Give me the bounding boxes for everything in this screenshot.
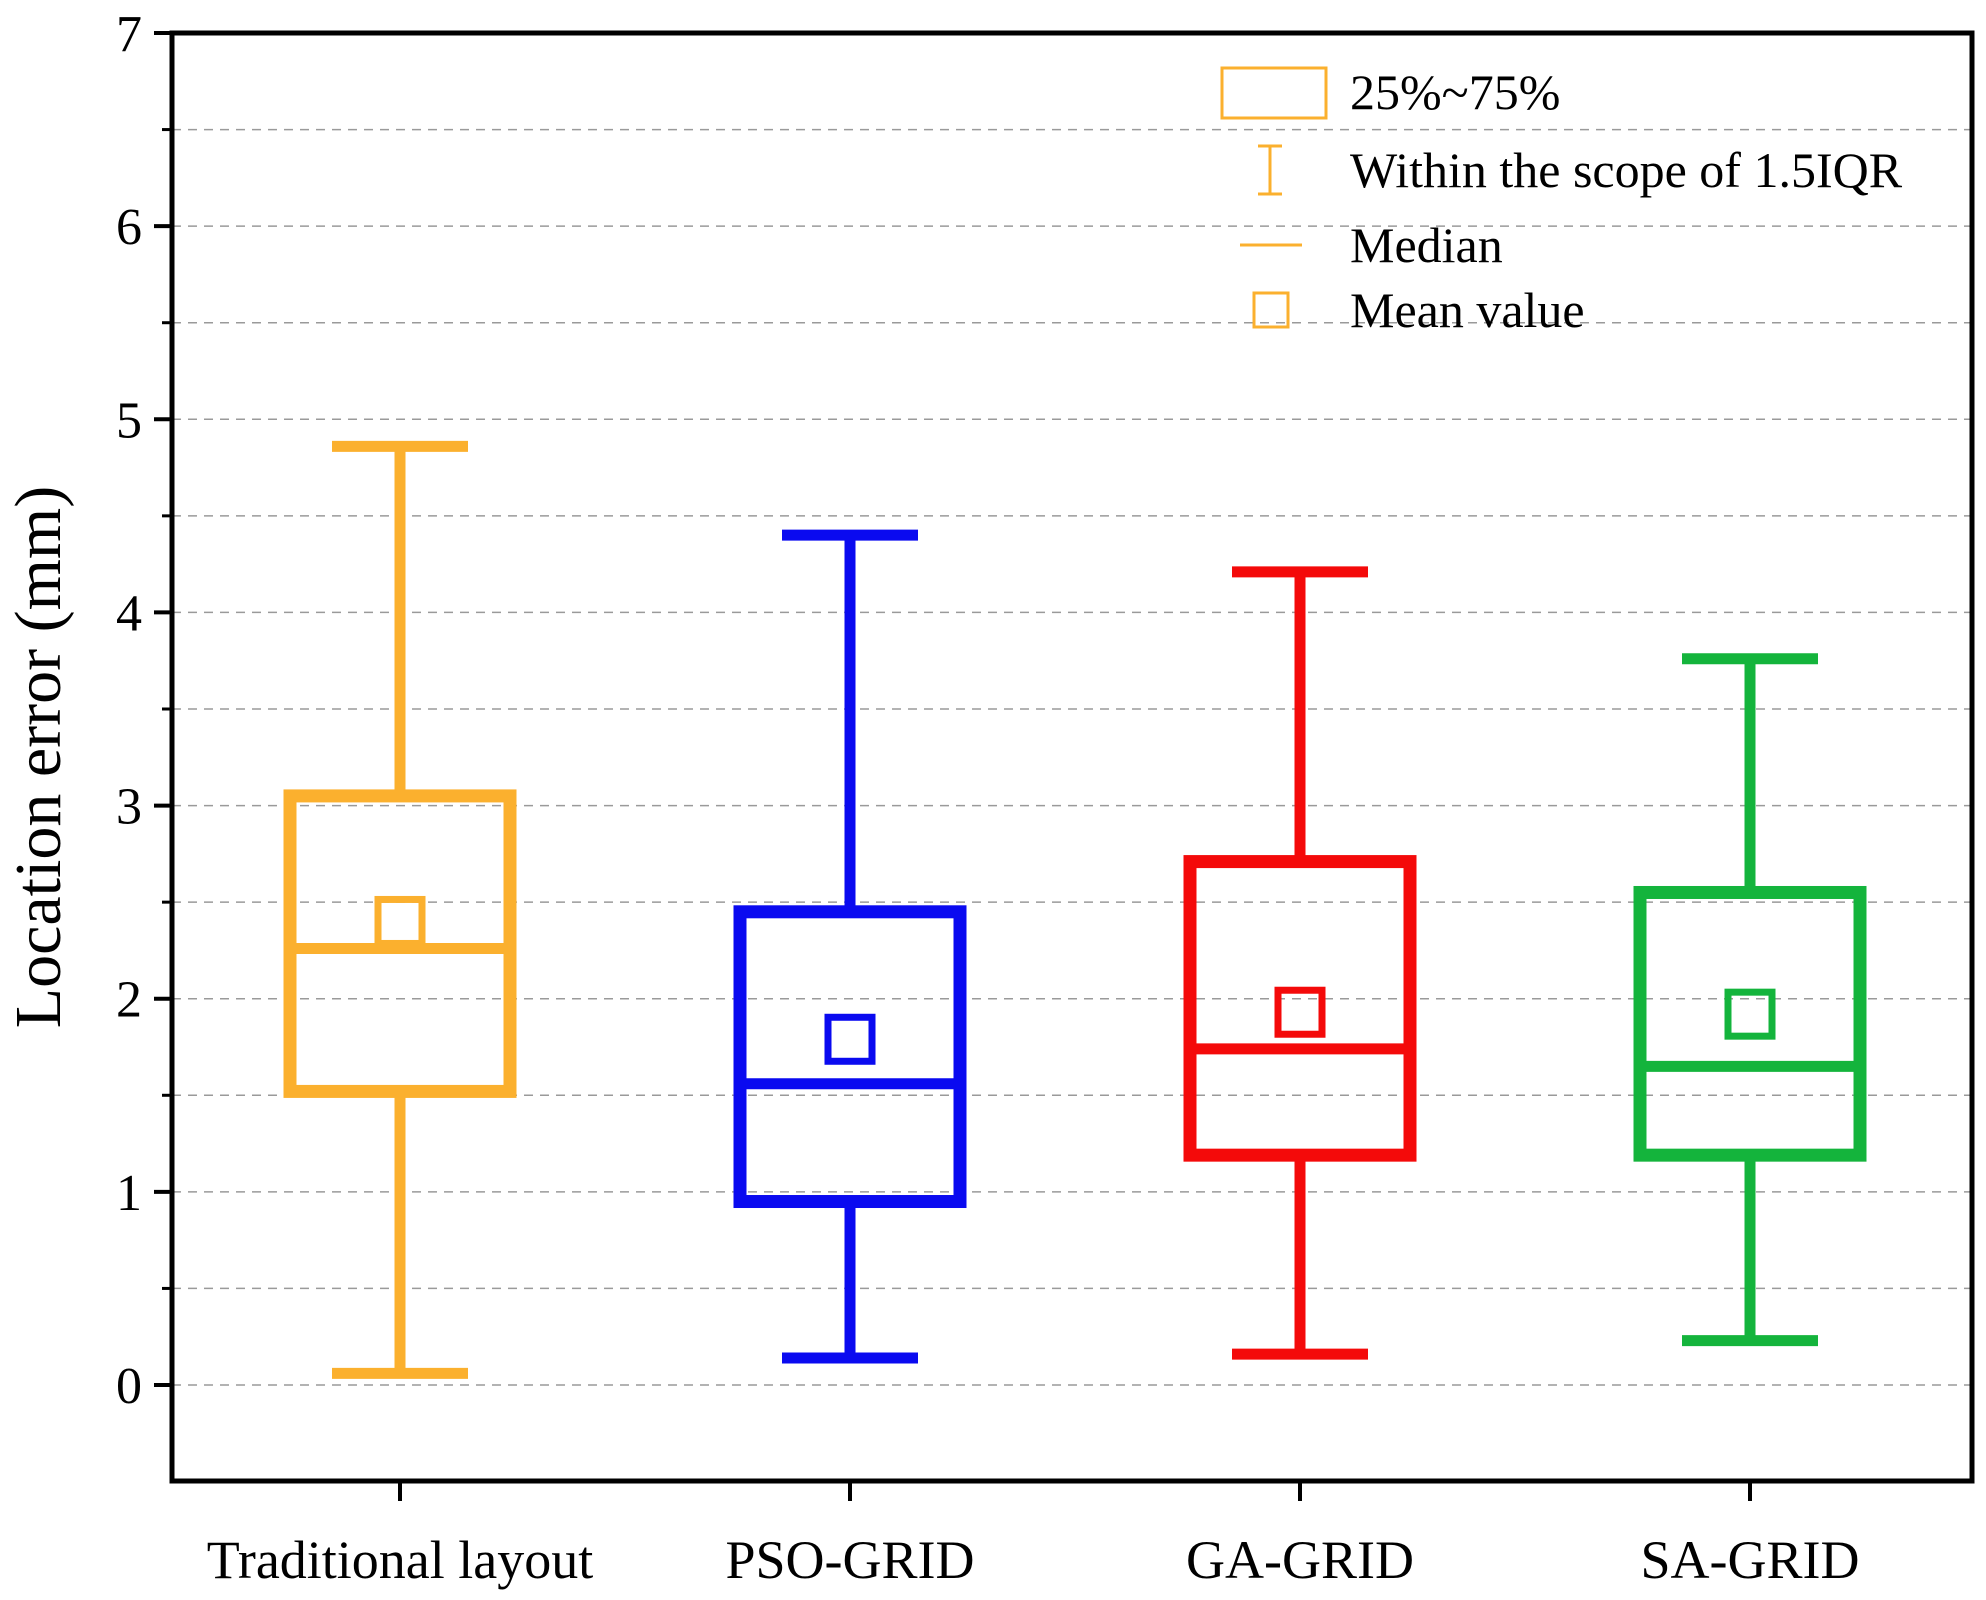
y-tick-label: 6 bbox=[116, 199, 142, 256]
legend-item-box: 25%~75% bbox=[1220, 64, 1560, 120]
plot-frame bbox=[169, 30, 1975, 1484]
y-axis-title: Location error (mm) bbox=[2, 486, 75, 1028]
ticks: 0 1 2 3 4 5 6 7 Traditional layout PSO-GRID GA-GRI… bbox=[116, 6, 1860, 1590]
legend-label: Median bbox=[1350, 217, 1503, 273]
x-tick-label: SA-GRID bbox=[1640, 1530, 1859, 1590]
box-group-pso-grid bbox=[733, 529, 967, 1364]
legend-mean-symbol bbox=[1252, 291, 1290, 329]
legend-box-symbol bbox=[1220, 66, 1328, 120]
mean-marker bbox=[824, 1013, 876, 1065]
iqr-box bbox=[733, 905, 967, 1209]
legend-label: Within the scope of 1.5IQR bbox=[1350, 142, 1903, 198]
box-group-ga-grid bbox=[1183, 566, 1417, 1360]
y-tick-label: 3 bbox=[116, 779, 142, 836]
iqr-box bbox=[1183, 855, 1417, 1162]
boxes-layer bbox=[283, 440, 1867, 1379]
legend-item-mean: Mean value bbox=[1252, 282, 1585, 338]
y-tick-label: 2 bbox=[116, 972, 142, 1029]
legend-item-whisker: Within the scope of 1.5IQR bbox=[1258, 142, 1903, 198]
grid-lines bbox=[172, 128, 1972, 1386]
axes bbox=[169, 30, 1975, 1484]
mean-marker bbox=[1274, 986, 1326, 1038]
y-tick-label: 5 bbox=[116, 392, 142, 449]
y-tick-label: 0 bbox=[116, 1358, 142, 1415]
box-group-sa-grid bbox=[1633, 653, 1867, 1347]
y-tick-label: 1 bbox=[116, 1165, 142, 1222]
x-tick-label: PSO-GRID bbox=[725, 1530, 974, 1590]
mean-marker bbox=[374, 895, 426, 947]
mean-marker bbox=[1724, 988, 1776, 1040]
y-tick-label: 4 bbox=[116, 585, 142, 642]
legend-label: 25%~75% bbox=[1350, 64, 1560, 120]
x-tick-label: Traditional layout bbox=[207, 1530, 594, 1590]
legend-label: Mean value bbox=[1350, 282, 1585, 338]
x-tick-label: GA-GRID bbox=[1186, 1530, 1414, 1590]
box-group-traditional-layout bbox=[283, 440, 517, 1379]
legend-item-median: Median bbox=[1240, 217, 1503, 273]
legend: 25%~75% Within the scope of 1.5IQR Median M… bbox=[1220, 64, 1903, 338]
iqr-box bbox=[1633, 885, 1867, 1162]
y-tick-label: 7 bbox=[116, 6, 142, 63]
